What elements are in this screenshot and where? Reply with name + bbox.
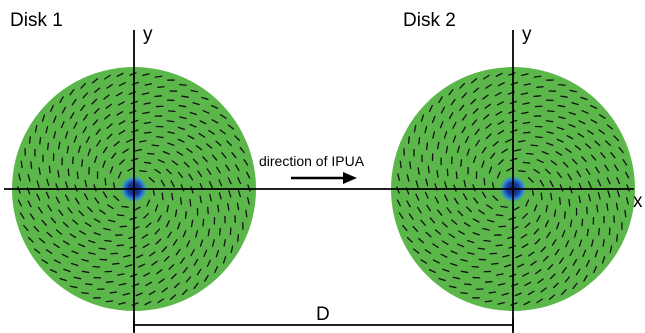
distance-bracket <box>133 319 514 331</box>
direction-label: direction of IPUA <box>259 153 365 169</box>
disk-2-vortex-pattern <box>396 72 630 306</box>
distance-label: D <box>316 304 330 325</box>
disk-1-title: Disk 1 <box>10 10 63 31</box>
disk-1-vortex-pattern <box>17 72 251 306</box>
disk-1-y-label: y <box>143 24 153 45</box>
x-axis-label: x <box>633 191 643 212</box>
disk-2-y-label: y <box>522 24 532 45</box>
direction-arrow <box>291 172 357 184</box>
disk-2-title: Disk 2 <box>403 10 456 31</box>
